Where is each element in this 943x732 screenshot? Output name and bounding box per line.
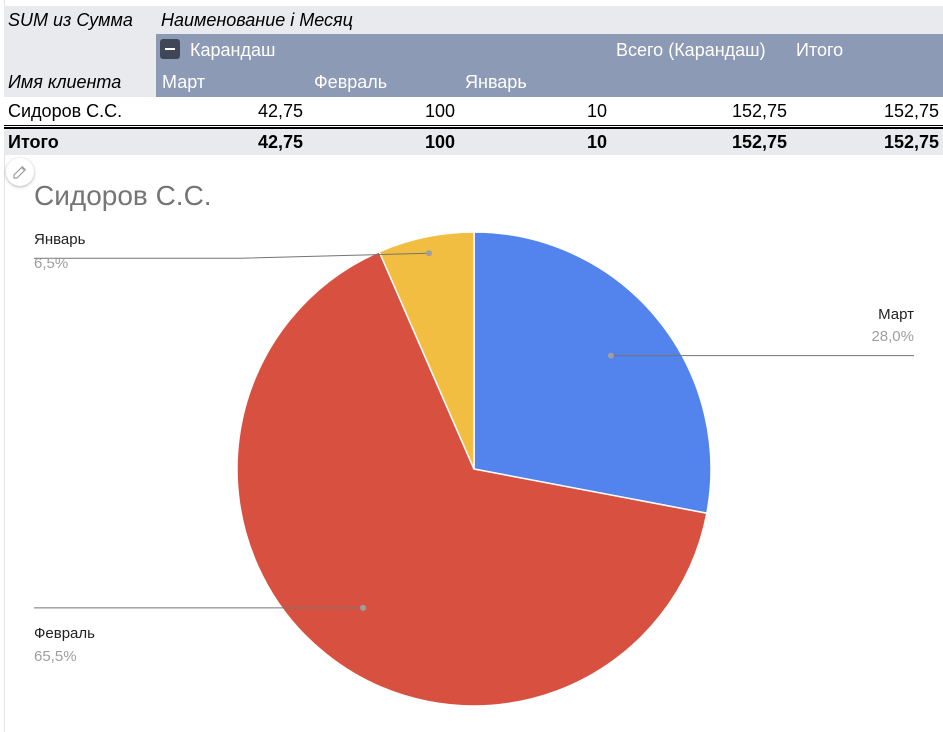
- value-cell[interactable]: 10: [586, 100, 607, 121]
- totals-label[interactable]: Итого: [8, 131, 59, 152]
- slice-label-january: Январь: [34, 231, 86, 248]
- slice-percent-january: 6,5%: [34, 255, 69, 272]
- month-header[interactable]: Март: [162, 71, 206, 92]
- client-name-cell[interactable]: Сидоров С.С.: [8, 100, 123, 121]
- slice-percent-february: 65,5%: [34, 648, 77, 665]
- month-header[interactable]: Февраль: [314, 71, 388, 92]
- total-category-total-cell[interactable]: 152,75: [731, 131, 787, 152]
- value-cell[interactable]: 42,75: [257, 100, 303, 121]
- pivot-category-row: Карандаш Всего (Карандаш) Итого: [4, 34, 943, 67]
- pivot-months-row: Имя клиента Март Февраль Январь: [4, 67, 943, 97]
- leader-line-january: [34, 252, 430, 259]
- pivot-category-total-header[interactable]: Всего (Карандаш): [616, 40, 766, 60]
- pivot-corner-label[interactable]: SUM из Сумма: [8, 9, 133, 30]
- pivot-category-label[interactable]: Карандаш: [190, 40, 276, 60]
- total-value-cell[interactable]: 100: [424, 131, 455, 152]
- chart-title: Сидоров С.С.: [34, 180, 212, 211]
- minus-icon[interactable]: [160, 39, 180, 59]
- pivot-row-field-label[interactable]: Имя клиента: [4, 67, 156, 97]
- pie-slice-february[interactable]: [236, 250, 708, 707]
- pie-chart[interactable]: [0, 154, 943, 732]
- leader-dot-march: [607, 352, 614, 359]
- pivot-column-fields-label[interactable]: Наименование і Месяц: [161, 9, 353, 30]
- totals-row: Итого 42,75 100 10 152,75 152,75: [4, 127, 943, 155]
- pie-slice-march[interactable]: [473, 231, 712, 515]
- row-header-strip: [0, 0, 5, 732]
- pencil-icon[interactable]: [6, 158, 34, 186]
- total-value-cell[interactable]: 42,75: [257, 131, 303, 152]
- slice-percent-march: 28,0%: [871, 328, 914, 345]
- pivot-empty-header: [4, 34, 156, 67]
- total-value-cell[interactable]: 10: [586, 131, 607, 152]
- value-cell[interactable]: 100: [424, 100, 455, 121]
- pivot-title-row: SUM из Сумма Наименование і Месяц: [4, 6, 943, 34]
- total-grand-total-cell[interactable]: 152,75: [883, 131, 939, 152]
- pie-slice-january[interactable]: [378, 231, 475, 470]
- slice-label-march: Март: [878, 306, 914, 323]
- table-row: Сидоров С.С. 42,75 100 10 152,75 152,75: [4, 97, 943, 126]
- leader-dot-january: [425, 250, 432, 257]
- leader-dot-february: [360, 604, 367, 611]
- category-total-cell[interactable]: 152,75: [731, 100, 787, 121]
- grand-total-cell[interactable]: 152,75: [883, 100, 939, 121]
- pivot-grand-total-header[interactable]: Итого: [796, 40, 844, 60]
- month-header[interactable]: Январь: [465, 71, 527, 92]
- slice-label-february: Февраль: [34, 625, 95, 642]
